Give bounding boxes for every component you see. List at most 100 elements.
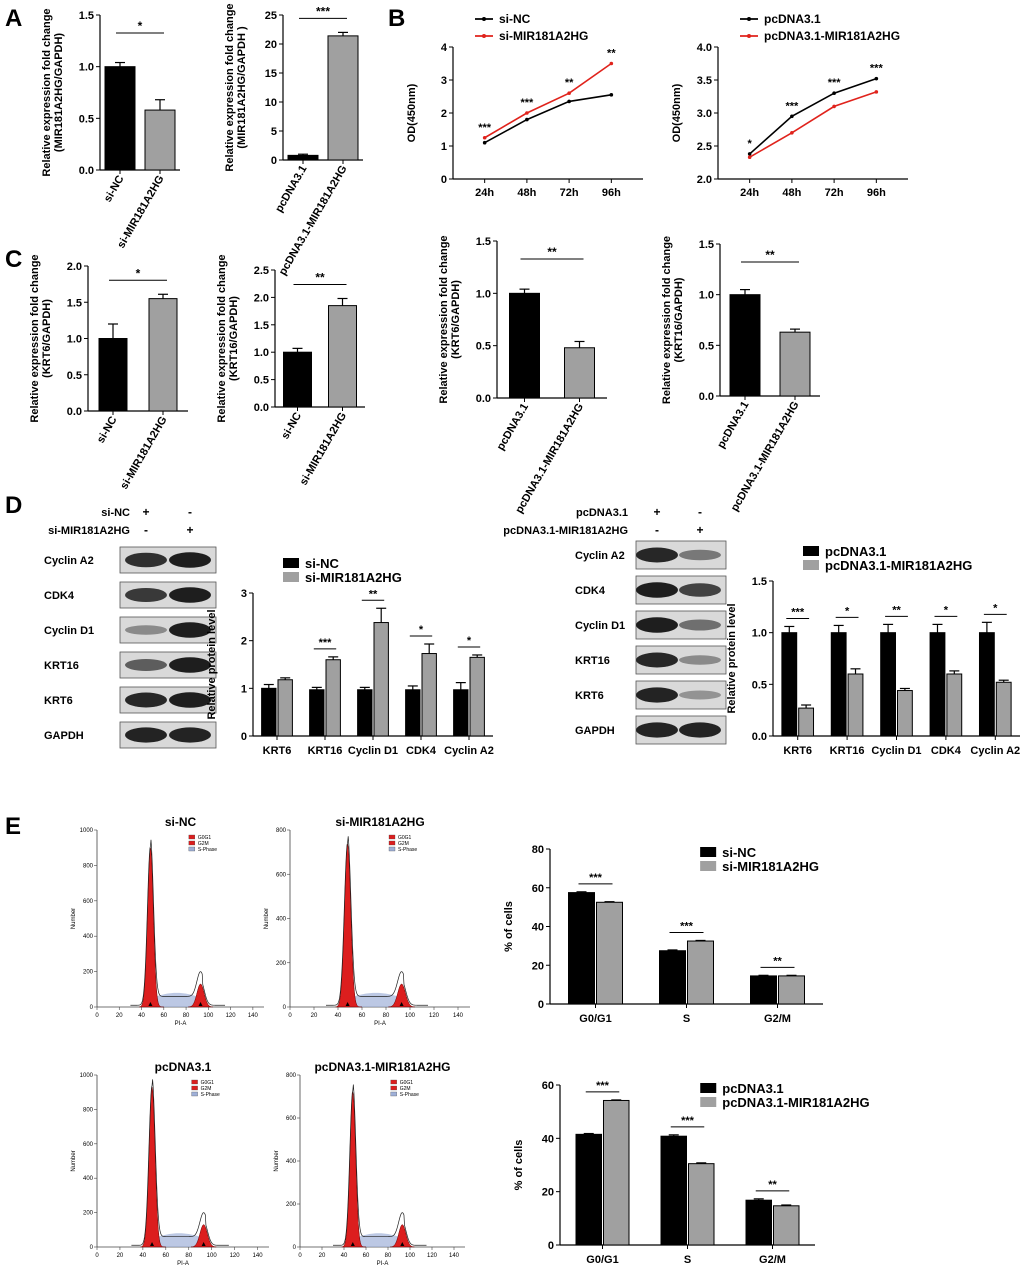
y-tick-label: 20 <box>265 39 277 51</box>
flow-legend-swatch <box>390 1085 397 1091</box>
legend-label: pcDNA3.1-MIR181A2HG <box>825 558 972 573</box>
x-tick-label: Cyclin D1 <box>871 745 921 757</box>
y-axis-label-line: (KRT16/GAPDH) <box>673 277 685 362</box>
x-tick-label: S <box>684 1254 691 1266</box>
panel-label-d: D <box>5 492 22 519</box>
western-blot-knockdown: si-NC + - si-MIR181A2HG - + Cyclin A2 CDK4 Cycli… <box>44 505 217 749</box>
blot-condition-mark: + <box>186 523 193 537</box>
flow-legend-label: S-Phase <box>400 1092 419 1098</box>
y-tick-label: 1.0 <box>476 288 491 300</box>
flow-legend-label: G2M <box>400 1086 411 1092</box>
flow-title: pcDNA3.1 <box>155 1060 212 1074</box>
bar <box>277 679 293 737</box>
bar <box>596 901 623 1005</box>
flow-legend-label: G0G1 <box>398 835 412 841</box>
flow-x-tick-label: 140 <box>248 1013 259 1019</box>
flow-x-tick-label: 140 <box>253 1253 264 1259</box>
legend-marker <box>482 34 486 38</box>
x-tick-label: pcDNA3.1 <box>495 402 531 453</box>
panel-label-e: E <box>5 813 21 840</box>
y-tick-label: 0 <box>441 174 447 186</box>
x-tick-label: pcDNA3.1 <box>273 164 309 215</box>
blot-band <box>169 727 211 743</box>
y-tick-label: 5 <box>271 126 277 138</box>
blot-band <box>169 622 211 638</box>
significance-label: *** <box>681 1115 695 1127</box>
y-tick-label: 0.0 <box>254 402 269 414</box>
legend-label: pcDNA3.1-MIR181A2HG <box>722 1095 869 1110</box>
flow-y-tick-label: 800 <box>286 1073 297 1079</box>
panel-label-a: A <box>5 5 22 32</box>
bar <box>687 940 714 1005</box>
x-tick-label: 48h <box>517 187 536 199</box>
flow-x-tick-label: 0 <box>95 1013 99 1019</box>
x-tick-label: 72h <box>560 187 579 199</box>
significance-label: * <box>944 604 949 616</box>
histogram-outline <box>130 839 226 1006</box>
bar <box>283 351 312 408</box>
legend-label: si-MIR181A2HG <box>305 570 402 585</box>
data-point <box>747 155 752 160</box>
y-tick-label: 0.0 <box>79 165 94 177</box>
flow-x-tick-label: 100 <box>203 1013 214 1019</box>
flow-x-tick-label: 20 <box>311 1013 318 1019</box>
bar <box>144 109 176 171</box>
chart-a2-mir181a2hg-overexpression: 0 5 10 15 20 25 Relative expression fold chang… <box>224 3 363 277</box>
y-tick-label: 0.0 <box>752 731 767 743</box>
x-tick-label: G2/M <box>759 1254 786 1266</box>
chart-e1-cell-cycle-knockdown: 0 20 40 60 80 % of cells G0/G1 *** S *** G2/M ** si-… <box>503 844 823 1025</box>
bar <box>261 687 277 737</box>
significance-label: *** <box>828 77 842 89</box>
bar <box>104 66 136 171</box>
flow-x-tick-label: 80 <box>383 1013 390 1019</box>
flow-legend-label: S-Phase <box>198 847 217 853</box>
y-tick-label: 0.5 <box>752 679 767 691</box>
y-tick-label: 15 <box>265 68 277 80</box>
bar <box>688 1163 715 1246</box>
flow-legend-label: G2M <box>198 841 209 847</box>
legend-swatch <box>700 1097 717 1107</box>
flow-y-tick-label: 400 <box>83 934 94 940</box>
flow-x-tick-label: 140 <box>453 1013 464 1019</box>
chart-b2-cck8-overexpression: 2.02.53.03.54.0OD(450nm)24h 48h 72h 96h****… <box>671 12 908 199</box>
blot-condition-mark: + <box>696 523 703 537</box>
x-tick-label: Cyclin A2 <box>444 745 494 757</box>
y-axis-label-line: % of cells <box>513 1140 525 1191</box>
flow-title: si-NC <box>165 815 197 829</box>
flow-y-tick-label: 200 <box>276 961 287 967</box>
series-line <box>484 94 612 144</box>
flow-x-tick-label: 100 <box>405 1013 416 1019</box>
x-tick-label: 24h <box>740 187 759 199</box>
flow-x-tick-label: 140 <box>449 1253 460 1259</box>
y-axis-label-line: Relative expression fold change <box>29 254 41 422</box>
blot-band <box>125 727 167 743</box>
x-tick-label: 48h <box>782 187 801 199</box>
y-tick-label: 0.5 <box>476 341 491 353</box>
y-tick-label: 0.5 <box>67 370 82 382</box>
significance-label: ** <box>565 77 574 89</box>
blot-band <box>679 655 721 665</box>
flow-legend-swatch <box>388 840 396 846</box>
significance-label: *** <box>785 100 799 112</box>
bar <box>995 681 1012 737</box>
x-tick-label: KRT6 <box>263 745 292 757</box>
flow-y-tick-label: 600 <box>83 1142 94 1148</box>
blot-row-label: KRT6 <box>575 690 604 702</box>
flow-y-label: Number <box>71 1150 77 1171</box>
y-axis-label: Relative expression fold change(KRT16/GA… <box>216 254 240 422</box>
bar <box>509 292 540 399</box>
flow-legend-swatch <box>188 840 196 846</box>
blot-condition-mark: - <box>188 505 192 519</box>
y-tick-label: 3.0 <box>697 108 712 120</box>
x-tick-label: 72h <box>825 187 844 199</box>
flow-y-tick-label: 0 <box>293 1245 297 1251</box>
y-tick-label: 1 <box>441 141 447 153</box>
g0g1-peak <box>341 1092 367 1248</box>
series-line <box>484 62 612 139</box>
data-point <box>609 61 614 66</box>
significance-label: * <box>136 266 141 280</box>
y-tick-label: 1.5 <box>67 297 82 309</box>
bar <box>750 975 777 1005</box>
peak-marker <box>400 1242 405 1246</box>
